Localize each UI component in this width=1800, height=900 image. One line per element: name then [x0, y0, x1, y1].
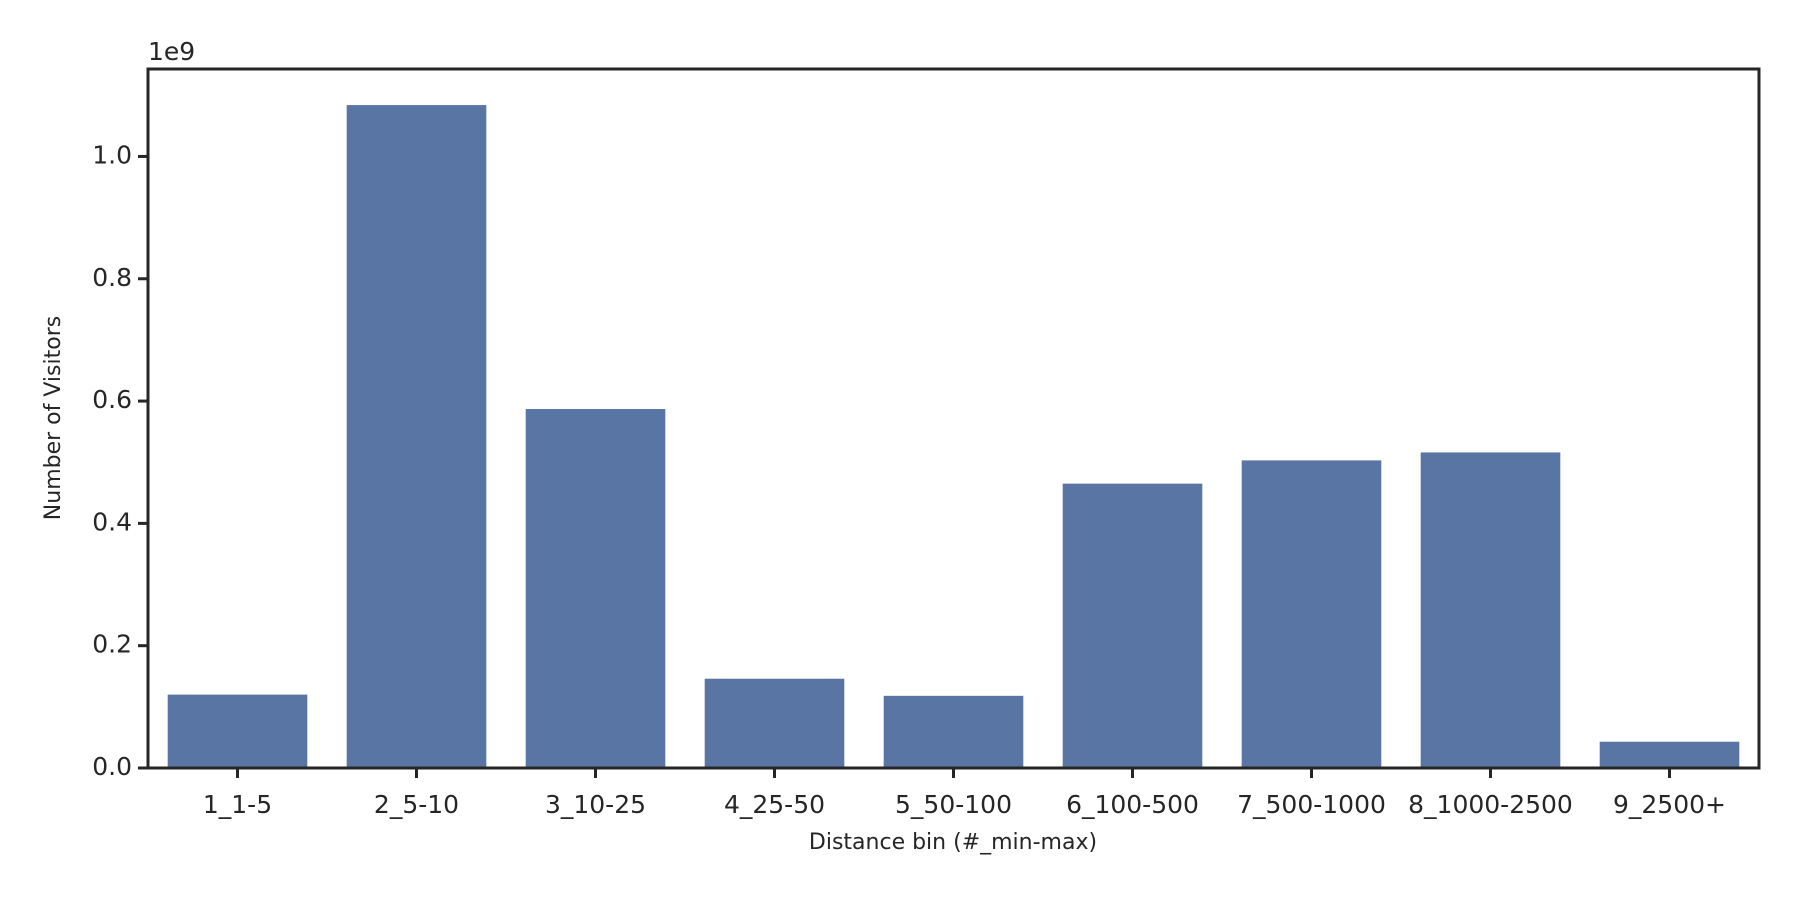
- y-offset-label: 1e9: [148, 37, 195, 66]
- y-tick-label: 0.0: [92, 752, 132, 781]
- x-tick-label: 9_2500+: [1613, 790, 1726, 819]
- y-tick-label: 0.4: [92, 507, 132, 536]
- x-tick-label: 5_50-100: [895, 790, 1012, 819]
- bar: [1599, 741, 1740, 768]
- bar: [1062, 483, 1203, 768]
- y-tick-label: 0.2: [92, 630, 132, 659]
- bar: [167, 694, 308, 768]
- x-tick-label: 7_500-1000: [1237, 790, 1386, 819]
- x-axis-label: Distance bin (#_min-max): [809, 830, 1097, 855]
- x-tick-label: 2_5-10: [374, 790, 459, 819]
- bar: [346, 105, 487, 769]
- y-tick-label: 0.6: [92, 385, 132, 414]
- bar: [883, 695, 1024, 768]
- y-tick-label: 0.8: [92, 263, 132, 292]
- bar: [1241, 460, 1382, 768]
- x-tick-label: 4_25-50: [724, 790, 825, 819]
- bar: [704, 678, 845, 768]
- x-tick-label: 1_1-5: [203, 790, 272, 819]
- x-tick-label: 6_100-500: [1066, 790, 1199, 819]
- y-tick-label: 1.0: [92, 140, 132, 169]
- x-tick-label: 8_1000-2500: [1408, 790, 1573, 819]
- plot-frame: [146, 67, 1761, 770]
- bar: [525, 409, 666, 768]
- bar: [1420, 452, 1561, 768]
- y-axis-label: Number of Visitors: [41, 316, 66, 520]
- x-tick-label: 3_10-25: [545, 790, 646, 819]
